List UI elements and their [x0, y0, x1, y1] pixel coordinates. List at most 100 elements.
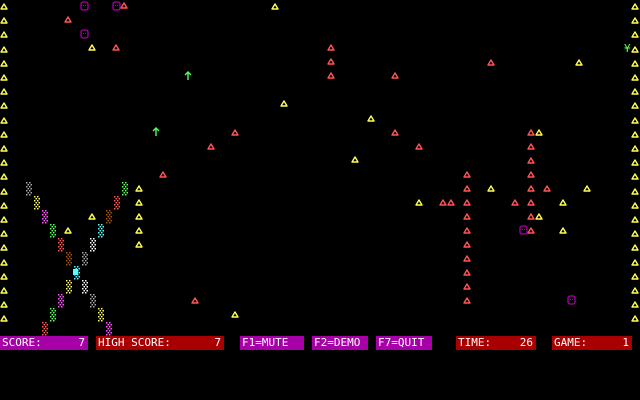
demo-key-button[interactable]: F2=DEMO: [312, 336, 368, 350]
border-mushroom-right: [631, 60, 639, 67]
border-mushroom-right: [631, 230, 639, 237]
border-mushroom-left: [0, 131, 8, 138]
mushroom: [135, 185, 143, 192]
mushroom: [527, 157, 535, 164]
mushroom: [463, 227, 471, 234]
centipede-segment: [82, 252, 88, 266]
border-mushroom-left: [0, 301, 8, 308]
border-mushroom-left: [0, 88, 8, 95]
mushroom: [447, 199, 455, 206]
mushroom: [535, 129, 543, 136]
mushroom: [112, 44, 120, 51]
mushroom: [575, 59, 583, 66]
border-mushroom-right: [631, 3, 639, 10]
mushroom: [527, 143, 535, 150]
mushroom: [391, 129, 399, 136]
mushroom: [463, 269, 471, 276]
mushroom: [280, 100, 288, 107]
border-mushroom-left: [0, 159, 8, 166]
centipede-segment: [66, 280, 72, 294]
mushroom: [583, 185, 591, 192]
mushroom: [391, 72, 399, 79]
mushroom: [559, 199, 567, 206]
mushroom: [463, 199, 471, 206]
border-mushroom-right: [631, 273, 639, 280]
centipede-segment: [106, 322, 112, 336]
mushroom: [463, 283, 471, 290]
score-value: 7: [78, 336, 85, 349]
mushroom: [351, 156, 359, 163]
score-label: SCORE:: [2, 336, 42, 349]
status-bar: SCORE: 7 HIGH SCORE: 7 F1=MUTE F2=DEMO F…: [0, 336, 640, 350]
centipede-segment: [98, 224, 104, 238]
playfield: ¥: [0, 1, 639, 336]
mushroom: [231, 129, 239, 136]
centipede-segment: [90, 294, 96, 308]
centipede-segment: [34, 196, 40, 210]
border-mushroom-left: [0, 216, 8, 223]
time-display: TIME: 26: [456, 336, 536, 350]
mushroom: [463, 185, 471, 192]
border-mushroom-right: [631, 287, 639, 294]
mute-key-label: F1=MUTE: [242, 336, 289, 349]
mushroom: [543, 185, 551, 192]
centipede-segment: [50, 308, 56, 322]
mute-key-button[interactable]: F1=MUTE: [240, 336, 304, 350]
centipede-segment: [50, 224, 56, 238]
centipede-segment: [98, 308, 104, 322]
ghost-face-icon: [519, 225, 528, 235]
border-mushroom-left: [0, 102, 8, 109]
mushroom: [327, 72, 335, 79]
border-mushroom-left: [0, 31, 8, 38]
border-mushroom-right: [631, 117, 639, 124]
game-label: GAME:: [554, 336, 588, 349]
mushroom: [511, 199, 519, 206]
border-mushroom-right: [631, 88, 639, 95]
demo-key-label: F2=DEMO: [314, 336, 361, 349]
quit-key-button[interactable]: F7=QUIT: [376, 336, 432, 350]
mushroom: [327, 44, 335, 51]
player-shooter-icon: [73, 269, 78, 275]
mushroom: [527, 129, 535, 136]
mushroom: [487, 59, 495, 66]
high-score-value: 7: [214, 336, 221, 349]
mushroom: [527, 227, 535, 234]
centipede-segment: [122, 182, 128, 196]
border-mushroom-right: [631, 244, 639, 251]
game-display: GAME: 1: [552, 336, 632, 350]
border-mushroom-right: [631, 145, 639, 152]
border-mushroom-left: [0, 46, 8, 53]
game-value: 1: [622, 336, 629, 349]
border-mushroom-right: [631, 315, 639, 322]
centipede-segment: [58, 294, 64, 308]
border-mushroom-right: [631, 301, 639, 308]
centipede-segment: [66, 252, 72, 266]
mushroom: [439, 199, 447, 206]
mushroom: [463, 297, 471, 304]
mushroom: [120, 2, 128, 9]
border-mushroom-left: [0, 230, 8, 237]
mushroom: [135, 199, 143, 206]
border-mushroom-right: [631, 102, 639, 109]
border-mushroom-left: [0, 145, 8, 152]
time-value: 26: [519, 336, 533, 349]
high-score-display: HIGH SCORE: 7: [96, 336, 224, 350]
ghost-face-icon: [567, 295, 576, 305]
mushroom: [527, 213, 535, 220]
mushroom: [463, 255, 471, 262]
mushroom: [535, 213, 543, 220]
border-mushroom-right: [631, 131, 639, 138]
mushroom: [327, 58, 335, 65]
mushroom: [527, 185, 535, 192]
border-mushroom-left: [0, 287, 8, 294]
up-arrow-icon: [152, 127, 160, 136]
border-mushroom-left: [0, 3, 8, 10]
up-arrow-icon: [184, 71, 192, 80]
mushroom: [487, 185, 495, 192]
border-mushroom-left: [0, 202, 8, 209]
border-mushroom-right: [631, 17, 639, 24]
border-mushroom-right: [631, 188, 639, 195]
mushroom: [463, 241, 471, 248]
border-mushroom-left: [0, 244, 8, 251]
quit-key-label: F7=QUIT: [378, 336, 425, 349]
